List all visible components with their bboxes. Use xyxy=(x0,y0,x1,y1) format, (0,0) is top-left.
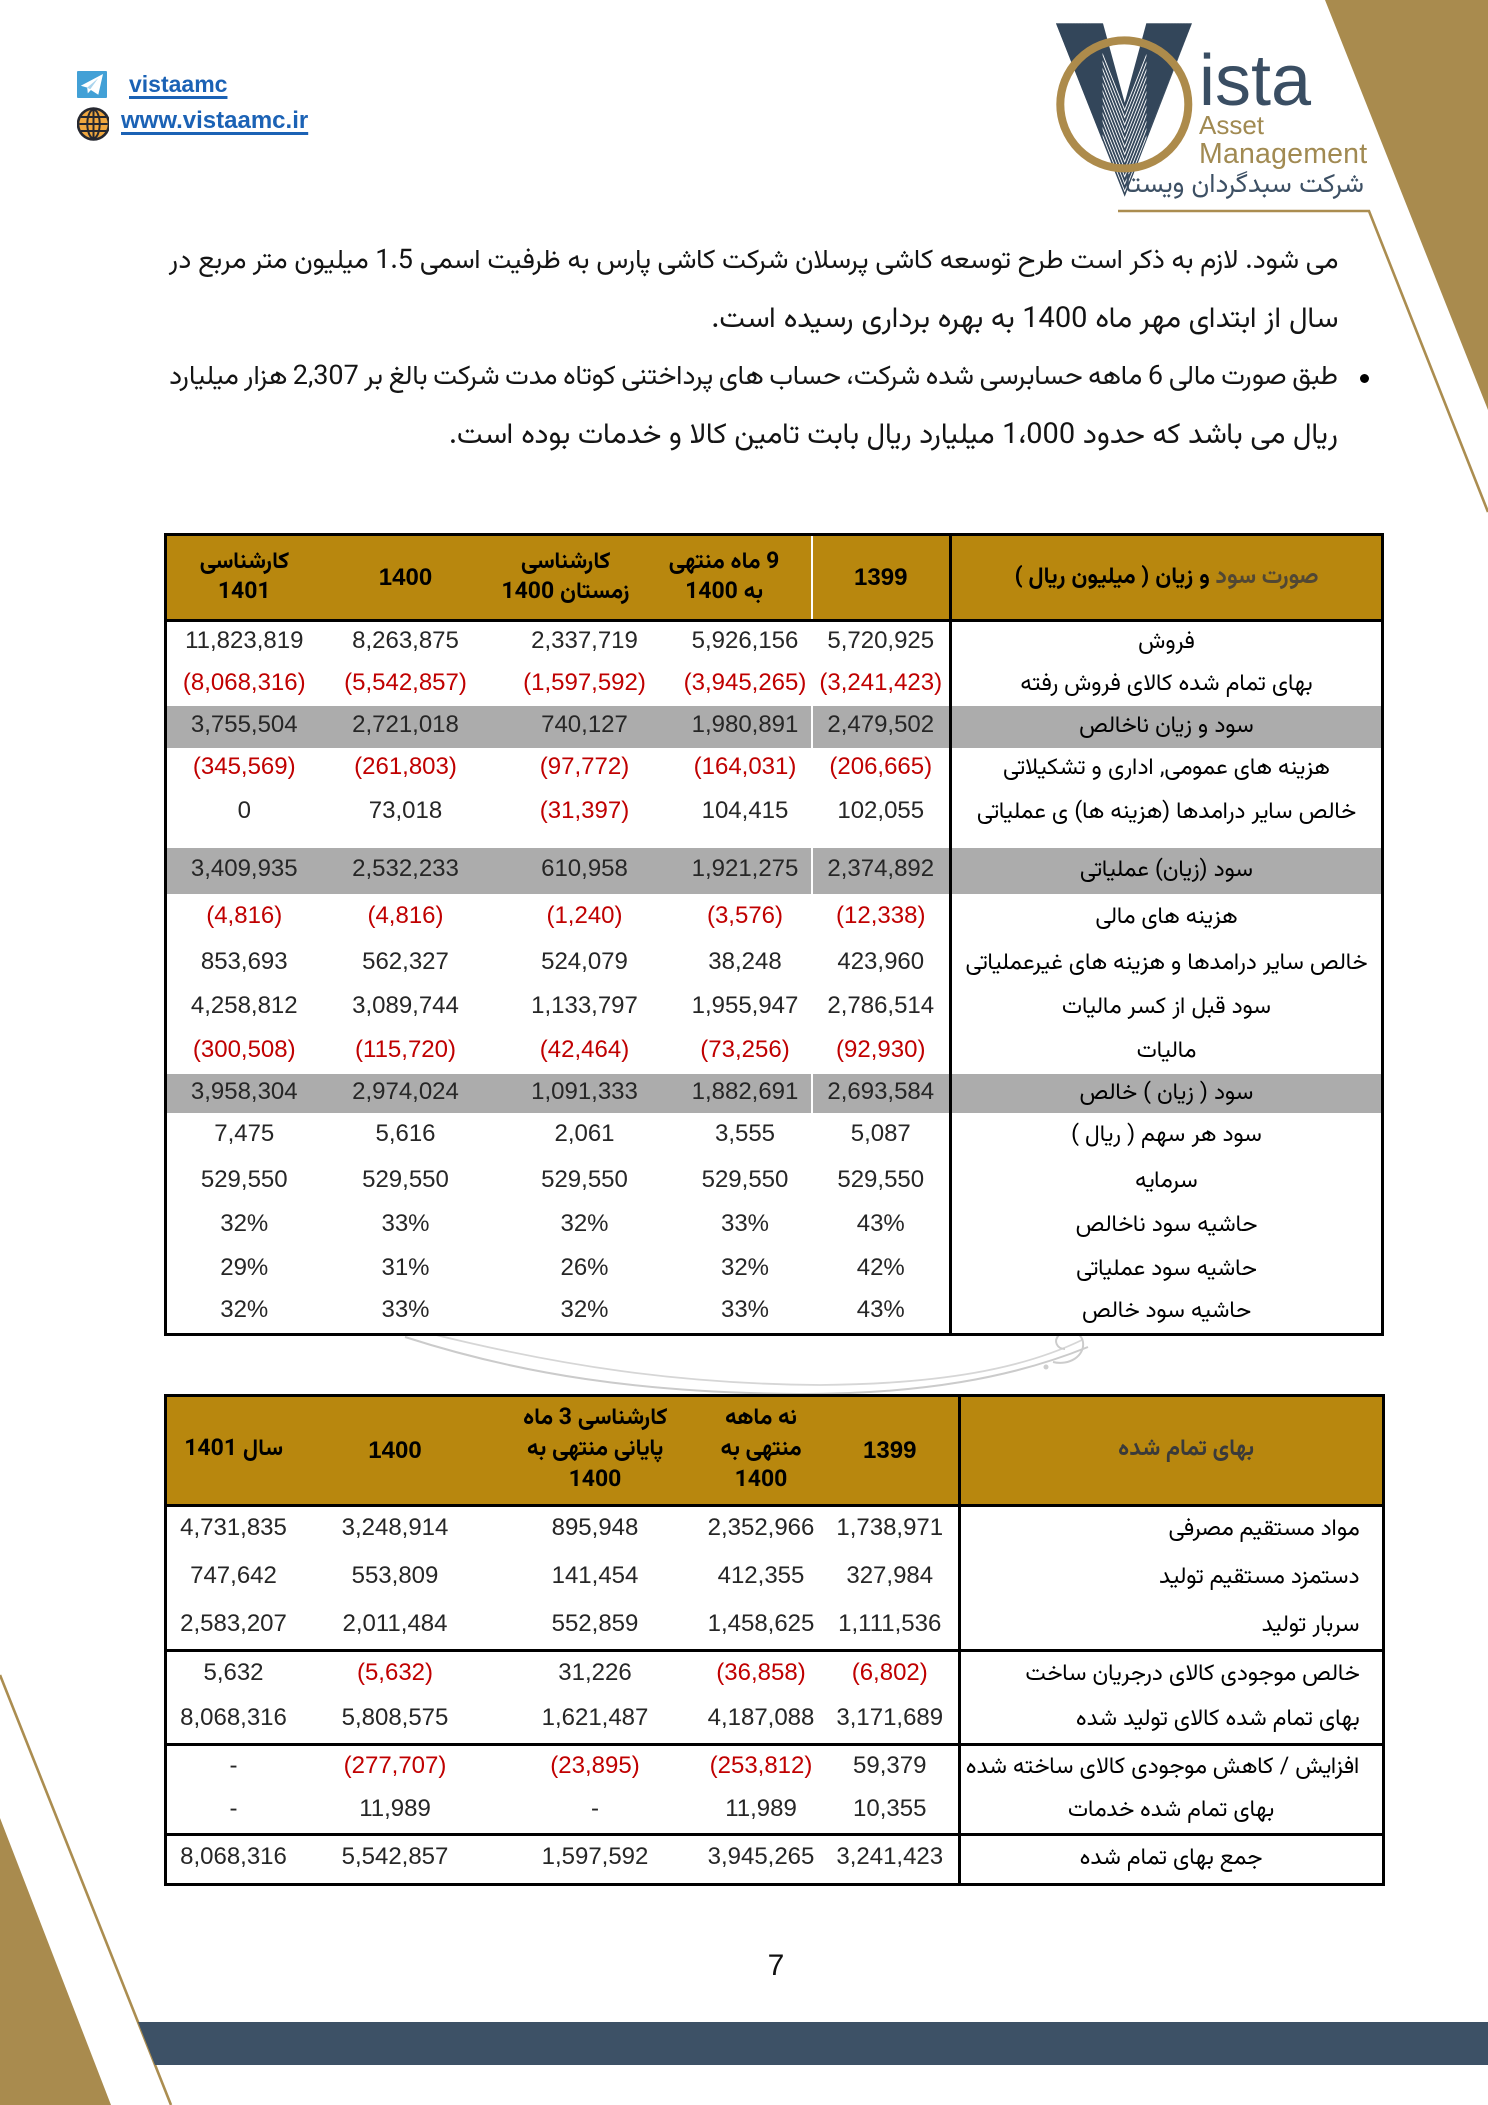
svg-text:Asset: Asset xyxy=(1199,110,1265,140)
svg-text:Management: Management xyxy=(1199,138,1367,170)
svg-text:ista: ista xyxy=(1199,41,1312,121)
